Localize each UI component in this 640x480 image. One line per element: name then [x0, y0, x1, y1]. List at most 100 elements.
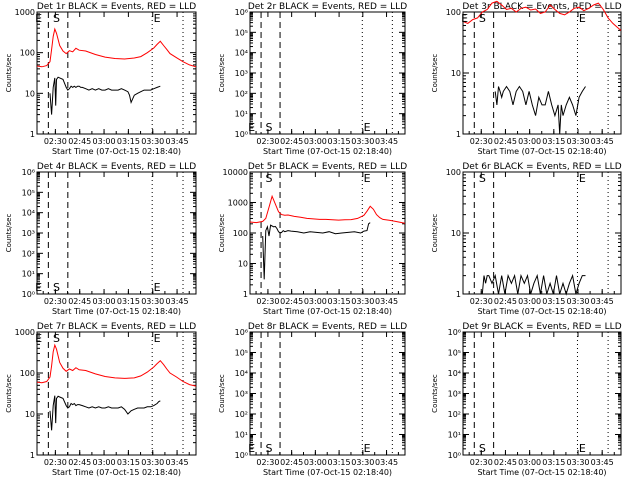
y-tick-label: 10 — [451, 69, 461, 78]
y-tick-label: 1 — [30, 130, 35, 139]
y-tick-label: 10⁰ — [235, 130, 248, 139]
y-tick-label: 1000 — [228, 199, 248, 208]
y-tick-label: 10³ — [22, 229, 35, 238]
marker-label-s: S — [53, 281, 60, 294]
x-tick-label: 03:30 — [566, 297, 589, 306]
marker-label-e: E — [248, 442, 255, 455]
y-tick-label: 10 — [25, 89, 35, 98]
x-tick-label: 02:30 — [44, 297, 67, 306]
x-tick-label: 03:00 — [93, 297, 116, 306]
panel-title: Det 7r BLACK = Events, RED = LLD — [37, 322, 196, 332]
panel-3: Det 3r BLACK = Events, RED = LLD 1 10 100 Co… — [431, 0, 622, 156]
panel-7: Det 7r BLACK = Events, RED = LLD 1 10 100 10… — [5, 322, 197, 477]
y-tick-label: 10⁵ — [235, 28, 248, 37]
x-axis-label: Start Time (07-Oct-15 02:18:40) — [477, 468, 606, 477]
y-tick-label: 1000 — [15, 8, 35, 17]
x-tick-label: 03:00 — [93, 458, 116, 467]
y-tick-label: 10² — [235, 410, 248, 419]
x-axis-label: Start Time (07-Oct-15 02:18:40) — [52, 307, 181, 316]
x-tick-label: 03:30 — [566, 458, 589, 467]
x-tick-label: 03:15 — [328, 137, 351, 146]
panel-8: Det 8r BLACK = Events, RED = LLD 10⁰ 10¹ 10… — [218, 322, 407, 477]
x-tick-label: 03:15 — [117, 297, 140, 306]
x-tick-label: 02:30 — [44, 458, 67, 467]
plot-frame — [249, 331, 406, 456]
panel-9: Det 9r BLACK = Events, RED = LLD 10⁰ 10¹ 10… — [431, 322, 622, 477]
y-tick-label: 10⁵ — [235, 349, 248, 358]
y-tick-label: 10⁵ — [448, 349, 461, 358]
x-tick-label: 03:00 — [518, 137, 541, 146]
plot-frame — [462, 11, 622, 135]
panel-2: Det 2r BLACK = Events, RED = LLD 10⁰ 10¹ 10… — [218, 2, 407, 156]
marker-label-e: E — [364, 442, 371, 455]
marker-label-s: S — [53, 332, 60, 345]
x-tick-label: 02:45 — [494, 458, 517, 467]
y-tick-label: 10⁵ — [22, 188, 35, 197]
plot-frame — [249, 171, 406, 295]
marker-label-e: E — [364, 172, 371, 185]
y-tick-label: 1000 — [15, 328, 35, 337]
x-tick-label: 02:30 — [256, 137, 279, 146]
x-tick-label: 03:45 — [591, 297, 614, 306]
y-tick-label: 10 — [451, 229, 461, 238]
x-tick-label: 03:15 — [328, 458, 351, 467]
y-tick-label: 10 — [238, 260, 248, 269]
panel-title: Det 3r BLACK = Events, RED = LLD — [462, 2, 621, 12]
series-events — [49, 395, 161, 431]
marker-label-e: E — [579, 172, 586, 185]
x-tick-label: 03:15 — [328, 297, 351, 306]
x-tick-label: 03:45 — [591, 458, 614, 467]
marker-label-s: S — [479, 172, 486, 185]
y-axis-label: Counts/sec — [218, 54, 226, 93]
y-tick-label: 10 — [25, 410, 35, 419]
y-tick-label: 10² — [448, 410, 461, 419]
x-tick-label: 03:15 — [117, 458, 140, 467]
x-tick-label: 03:15 — [117, 137, 140, 146]
marker-label-e: E — [35, 12, 42, 25]
x-tick-label: 03:15 — [542, 458, 565, 467]
x-tick-label: 03:00 — [304, 458, 327, 467]
panel-title: Det 6r BLACK = Events, RED = LLD — [462, 162, 621, 172]
x-tick-label: 03:30 — [566, 137, 589, 146]
y-tick-label: 10⁰ — [448, 451, 461, 460]
marker-label-e: E — [154, 332, 161, 345]
marker-label-e: E — [579, 442, 586, 455]
marker-label-s: S — [479, 442, 486, 455]
y-axis-label: Counts/sec — [5, 54, 13, 93]
panel-title: Det 9r BLACK = Events, RED = LLD — [462, 322, 621, 332]
x-tick-label: 03:30 — [351, 297, 374, 306]
marker-label-e: E — [579, 12, 586, 25]
plot-frame — [36, 11, 197, 135]
panel-5: Det 5r BLACK = Events, RED = LLD 1 10 100 10… — [218, 162, 407, 316]
x-tick-label: 03:00 — [518, 458, 541, 467]
x-tick-label: 02:45 — [68, 458, 91, 467]
y-tick-label: 100 — [20, 49, 35, 58]
y-tick-label: 10² — [22, 249, 35, 258]
y-tick-label: 10⁴ — [235, 49, 248, 58]
y-tick-label: 10¹ — [235, 431, 248, 440]
y-tick-label: 10000 — [223, 168, 248, 177]
x-axis-label: Start Time (07-Oct-15 02:18:40) — [263, 468, 392, 477]
x-tick-label: 03:45 — [375, 458, 398, 467]
y-tick-label: 10³ — [448, 390, 461, 399]
x-tick-label: 03:15 — [542, 137, 565, 146]
x-axis-label: Start Time (07-Oct-15 02:18:40) — [477, 307, 606, 316]
y-axis-label: Counts/sec — [5, 214, 13, 253]
marker-label-s: S — [53, 12, 60, 25]
y-tick-label: 10¹ — [448, 431, 461, 440]
x-axis-label: Start Time (07-Oct-15 02:18:40) — [263, 147, 392, 156]
marker-label-e: E — [154, 281, 161, 294]
x-tick-label: 03:00 — [304, 297, 327, 306]
panel-6: Det 6r BLACK = Events, RED = LLD 1 10 100 Co… — [431, 162, 622, 316]
y-tick-label: 10⁴ — [235, 369, 248, 378]
x-tick-label: 03:00 — [93, 137, 116, 146]
marker-label-s: S — [265, 172, 272, 185]
y-axis-label: Counts/sec — [431, 54, 439, 93]
y-tick-label: 100 — [20, 369, 35, 378]
y-axis-label: Counts/sec — [431, 374, 439, 413]
x-tick-label: 03:30 — [141, 137, 164, 146]
x-tick-label: 03:00 — [518, 297, 541, 306]
y-tick-label: 100 — [446, 8, 461, 17]
x-tick-label: 03:45 — [591, 137, 614, 146]
y-tick-label: 10¹ — [22, 270, 35, 279]
